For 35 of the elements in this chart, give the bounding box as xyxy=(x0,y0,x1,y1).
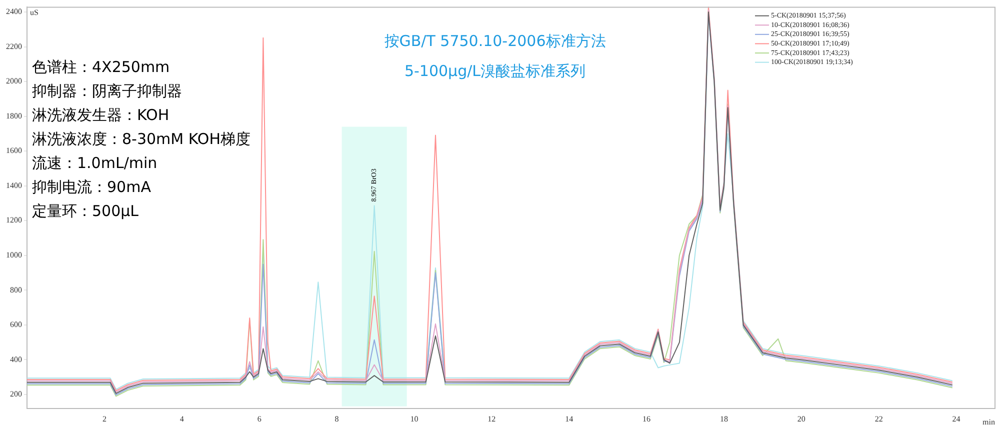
y-axis-title: uS xyxy=(30,8,38,17)
x-tick-label: 16 xyxy=(642,414,651,424)
annotation: 色谱柱：4X250mm xyxy=(32,58,170,76)
y-tick-label: 200 xyxy=(10,390,22,399)
y-tick-label: 2400 xyxy=(6,7,22,16)
y-tick-label: 400 xyxy=(10,354,22,364)
x-tick-label: 4 xyxy=(180,414,184,424)
x-tick-label: 6 xyxy=(257,414,262,424)
y-tick-label: 2000 xyxy=(6,76,22,86)
y-tick-label: 2200 xyxy=(6,42,22,51)
x-tick-label: 10 xyxy=(410,414,418,424)
y-tick-label: 1400 xyxy=(6,180,22,190)
y-tick-label: 1800 xyxy=(6,111,22,120)
annotation: 流速：1.0mL/min xyxy=(32,154,158,172)
text: 5-100μg/L溴酸盐标准系列 xyxy=(404,62,586,80)
x-tick-label: 20 xyxy=(797,414,806,424)
y-tick-label: 800 xyxy=(10,285,22,294)
annotation: 抑制电流：90mA xyxy=(32,178,152,196)
x-tick-label: 14 xyxy=(565,414,574,424)
x-tick-label: 18 xyxy=(720,414,728,424)
x-tick-label: 8 xyxy=(334,414,339,424)
y-tick-label: 1600 xyxy=(6,146,22,156)
annotation: 定量环：500μL xyxy=(32,202,140,220)
x-tick-label: 22 xyxy=(874,414,883,424)
x-tick-label: 24 xyxy=(952,414,960,424)
x-tick-label: 2 xyxy=(102,414,106,424)
text: 按GB/T 5750.10-2006标准方法 xyxy=(384,32,606,50)
annotation: 抑制器：阴离子抑制器 xyxy=(32,82,182,100)
y-tick-label: 600 xyxy=(10,320,22,330)
annotation: 淋洗液发生器：KOH xyxy=(32,106,170,124)
annotation: 淋洗液浓度：8-30mM KOH梯度 xyxy=(32,130,250,148)
y-tick-label: 1000 xyxy=(6,250,22,260)
x-tick-label: 12 xyxy=(488,414,496,424)
y-tick-label: 1200 xyxy=(6,216,22,225)
x-axis-title: min xyxy=(982,417,995,426)
